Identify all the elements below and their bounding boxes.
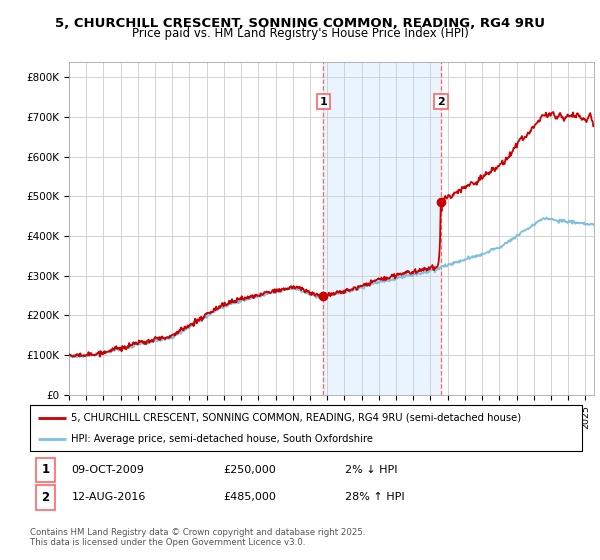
Bar bbox=[35, 458, 55, 482]
Text: 5, CHURCHILL CRESCENT, SONNING COMMON, READING, RG4 9RU (semi-detached house): 5, CHURCHILL CRESCENT, SONNING COMMON, R… bbox=[71, 413, 521, 423]
Text: 1: 1 bbox=[41, 463, 50, 477]
Text: 09-OCT-2009: 09-OCT-2009 bbox=[71, 465, 144, 475]
Text: £485,000: £485,000 bbox=[223, 492, 276, 502]
Text: 2: 2 bbox=[437, 96, 445, 106]
Text: 12-AUG-2016: 12-AUG-2016 bbox=[71, 492, 146, 502]
Text: HPI: Average price, semi-detached house, South Oxfordshire: HPI: Average price, semi-detached house,… bbox=[71, 435, 373, 444]
Text: 28% ↑ HPI: 28% ↑ HPI bbox=[344, 492, 404, 502]
Text: £250,000: £250,000 bbox=[223, 465, 276, 475]
Text: 2: 2 bbox=[41, 491, 50, 504]
Text: Contains HM Land Registry data © Crown copyright and database right 2025.
This d: Contains HM Land Registry data © Crown c… bbox=[30, 528, 365, 547]
Text: 5, CHURCHILL CRESCENT, SONNING COMMON, READING, RG4 9RU: 5, CHURCHILL CRESCENT, SONNING COMMON, R… bbox=[55, 17, 545, 30]
Bar bbox=[323, 62, 441, 395]
Text: 1: 1 bbox=[319, 96, 327, 106]
Text: 2% ↓ HPI: 2% ↓ HPI bbox=[344, 465, 397, 475]
Text: Price paid vs. HM Land Registry's House Price Index (HPI): Price paid vs. HM Land Registry's House … bbox=[131, 27, 469, 40]
Bar bbox=[35, 485, 55, 510]
